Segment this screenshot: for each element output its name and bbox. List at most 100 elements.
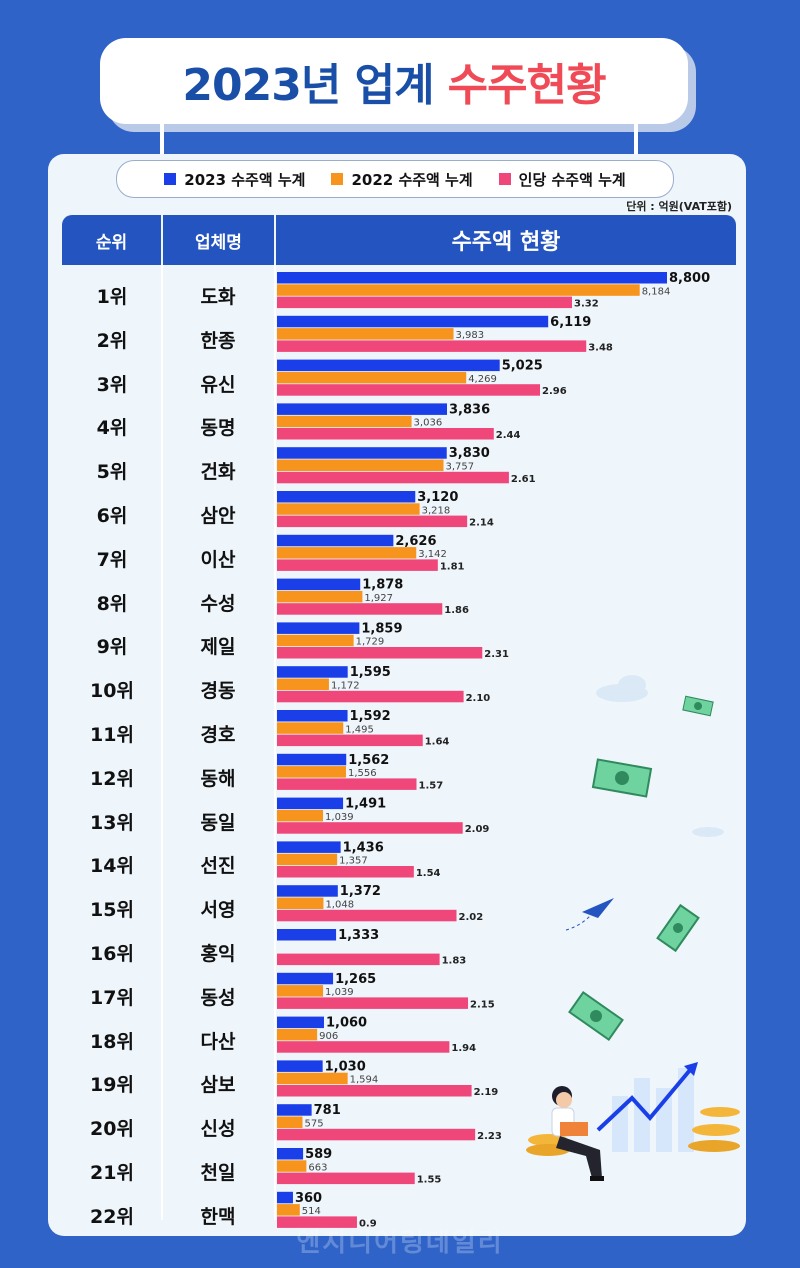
data-label-per-person: 2.23 [477,1131,502,1142]
watermark: 엔지니어링데일리 [296,1228,504,1258]
bar-per-person [277,603,443,615]
bar-2022 [277,722,344,734]
bar-2022 [277,1072,348,1085]
company-cell: 삼안 [200,505,236,527]
rank-cell: 19위 [90,1074,134,1097]
bar-per-person [277,997,469,1009]
bar-per-person [277,515,468,528]
rank-cell: 8위 [96,592,128,615]
title-part2: 수주현황 [447,60,607,111]
data-label-2022: 1,048 [325,900,354,911]
bar-2023 [277,1191,293,1204]
rank-cell: 21위 [90,1162,134,1184]
rank-cell: 13위 [90,811,134,834]
rank-cell: 9위 [96,636,128,659]
company-cell: 이산 [200,548,236,571]
rank-cell: 2위 [96,329,128,352]
data-label-2023: 1,859 [361,621,402,636]
bar-2023 [277,1060,323,1072]
column-divider-2 [274,265,276,1220]
growth-chart-icon [596,1062,698,1152]
rank-cell: 20위 [90,1118,134,1141]
page-title: 2023년 업계 수주현황 [100,38,688,124]
company-cell: 동명 [200,417,236,440]
data-label-per-person: 2.02 [458,912,483,923]
company-cell: 경동 [200,680,236,703]
data-label-per-person: 2.61 [511,474,536,485]
data-label-per-person: 3.48 [588,342,613,353]
data-label-2023: 1,562 [348,753,389,768]
bar-per-person [277,1041,450,1053]
data-label-2022: 1,594 [350,1075,379,1086]
header-company: 업체명 [163,215,274,265]
data-label-2023: 1,595 [350,665,391,680]
company-cell: 도화 [200,286,236,308]
bar-per-person [277,690,464,703]
data-label-2023: 1,030 [325,1059,366,1074]
bar-2023 [277,666,348,678]
data-label-2023: 1,878 [362,578,403,593]
bar-per-person [277,734,423,747]
bar-2022 [277,284,640,296]
rank-cell: 22위 [90,1205,134,1228]
data-label-2023: 1,592 [350,709,391,724]
rank-cell: 7위 [96,548,128,571]
paper-plane-icon [565,898,614,931]
company-cell: 다산 [200,1030,236,1053]
data-label-2022: 1,357 [339,856,368,867]
rank-cell: 1위 [96,286,128,308]
company-cell: 서영 [200,899,236,922]
money-bill-icon [568,991,624,1041]
bar-per-person [277,953,440,966]
bar-2022 [277,809,324,822]
bar-per-person [277,778,417,790]
data-label-2022: 663 [308,1162,327,1173]
company-cell: 한종 [200,329,236,352]
bar-2023 [277,534,394,547]
bar-2022 [277,985,324,997]
bar-2022 [277,590,363,603]
company-cell: 동해 [200,767,236,790]
bar-per-person [277,296,572,309]
bar-per-person [277,1216,357,1228]
data-label-per-person: 2.09 [465,824,490,835]
title-connector-right [634,124,638,160]
bar-2022 [277,371,467,384]
bar-per-person [277,384,541,396]
data-label-2023: 3,836 [449,402,490,417]
data-label-2022: 1,927 [364,593,393,604]
bar-2023 [277,491,416,503]
bar-2022 [277,853,338,866]
bar-per-person [277,471,509,484]
bar-per-person [277,1172,415,1185]
legend-item-2023: 2023 수주액 누계 [164,169,305,190]
data-label-2022: 3,983 [456,330,485,341]
bar-per-person [277,1128,476,1141]
title-connector-left [160,124,164,160]
bar-per-person [277,428,494,440]
rank-cell: 14위 [90,855,134,878]
bar-2022 [277,1116,303,1128]
rank-cell: 3위 [96,373,128,396]
bar-2022 [277,1204,300,1216]
data-label-2022: 1,729 [356,637,385,648]
legend-item-per-person: 인당 수주액 누계 [498,169,626,190]
data-label-2023: 1,491 [345,797,386,812]
bar-2023 [277,359,500,372]
company-cell: 건화 [200,461,236,484]
legend-label-2023: 2023 수주액 누계 [184,170,306,189]
bar-per-person [277,909,457,922]
header-rank: 순위 [62,215,161,265]
data-label-2022: 1,039 [325,812,354,823]
data-label-2023: 1,333 [338,928,379,943]
data-label-per-person: 2.31 [484,649,509,660]
rank-cell: 18위 [90,1030,134,1053]
data-label-2023: 3,120 [417,490,458,505]
data-label-2023: 1,060 [326,1016,367,1031]
bar-per-person [277,866,414,878]
bar-2022 [277,459,444,471]
legend-item-2022: 2022 수주액 누계 [331,169,473,190]
data-label-per-person: 2.14 [469,518,494,529]
bar-2023 [277,315,549,328]
bar-per-person [277,1085,472,1097]
